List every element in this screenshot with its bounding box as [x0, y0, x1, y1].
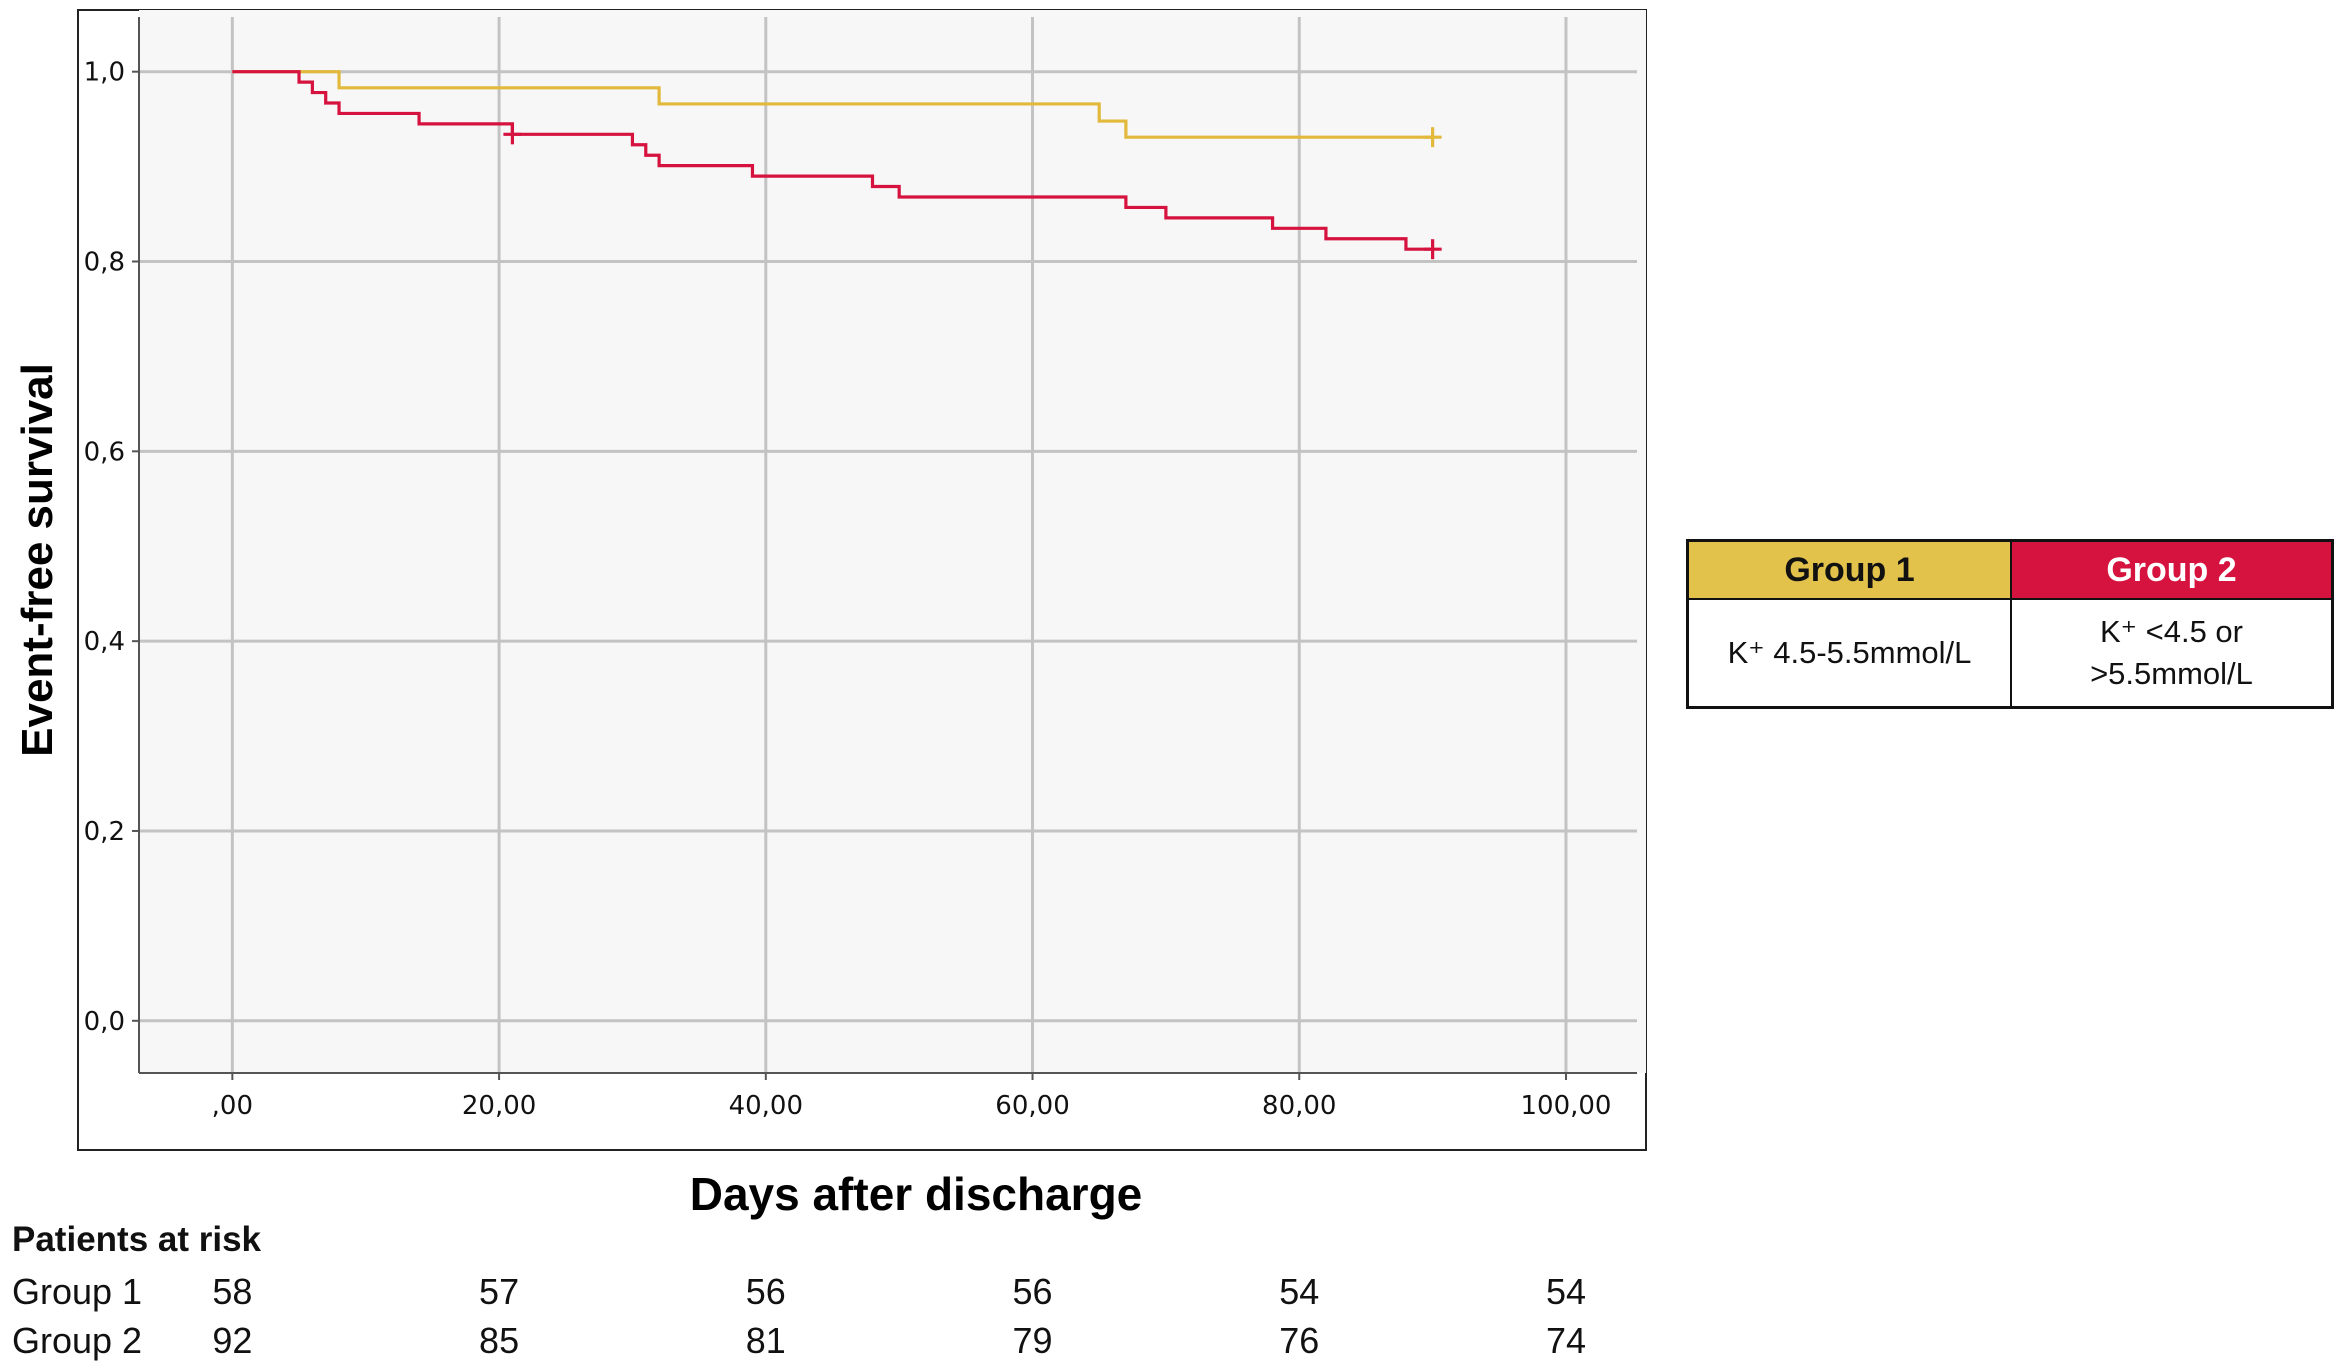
legend-group1-description: K⁺ 4.5-5.5mmol/L [1689, 600, 2012, 706]
plot-group: 0,0 0,2 0,4 0,6 0,8 1,0 ,00 20,00 40,00 60,00 80,0… [77, 9, 1647, 1151]
legend-group2-header: Group 2 [2012, 542, 2331, 600]
risk-value: 54 [1545, 1271, 1586, 1312]
risk-value: 56 [745, 1271, 786, 1312]
legend-group2-line2: >5.5mmol/L [2090, 656, 2253, 691]
x-tick-label: 20,00 [462, 1091, 536, 1121]
y-tick-label: 1,0 [84, 58, 125, 88]
risk-row-label: Group 1 [12, 1271, 143, 1312]
risk-value: 54 [1279, 1271, 1320, 1312]
risk-value: 85 [479, 1320, 520, 1361]
x-tick-label: ,00 [212, 1091, 253, 1121]
risk-row-label: Group 2 [12, 1320, 143, 1361]
risk-value: 79 [1012, 1320, 1053, 1361]
y-tick-label: 0,6 [84, 437, 125, 467]
group-legend: Group 1 Group 2 K⁺ 4.5-5.5mmol/L K⁺ <4.5… [1686, 539, 2334, 709]
x-tick-label: 80,00 [1262, 1091, 1336, 1121]
x-tick-label: 100,00 [1520, 1091, 1611, 1121]
y-tick-label: 0,8 [84, 248, 125, 278]
x-tick-label: 40,00 [729, 1091, 803, 1121]
risk-value: 76 [1279, 1320, 1320, 1361]
y-axis-label: Event-free survival [13, 363, 62, 757]
series-line-group1 [232, 70, 1433, 139]
legend-group1-line1: K⁺ 4.5-5.5mmol/L [1727, 635, 1972, 671]
risk-value: 81 [745, 1320, 786, 1361]
risk-value: 57 [479, 1271, 520, 1312]
risk-value: 74 [1545, 1320, 1586, 1361]
risk-table-title: Patients at risk [12, 1220, 261, 1259]
legend-group1-header: Group 1 [1689, 542, 2012, 600]
risk-value: 58 [212, 1271, 253, 1312]
y-tick-label: 0,2 [84, 817, 125, 847]
x-axis-label: Days after discharge [690, 1168, 1143, 1220]
risk-value: 56 [1012, 1271, 1053, 1312]
risk-value: 92 [212, 1320, 253, 1361]
plot-area [139, 10, 1646, 1073]
series-line-group2 [232, 70, 1433, 251]
y-tick-label: 0,0 [84, 1007, 125, 1037]
x-tick-label: 60,00 [995, 1091, 1069, 1121]
legend-group2-description: K⁺ <4.5 or >5.5mmol/L [2012, 600, 2331, 706]
y-tick-label: 0,4 [84, 627, 125, 657]
legend-group2-line1: K⁺ <4.5 or [2099, 614, 2243, 650]
